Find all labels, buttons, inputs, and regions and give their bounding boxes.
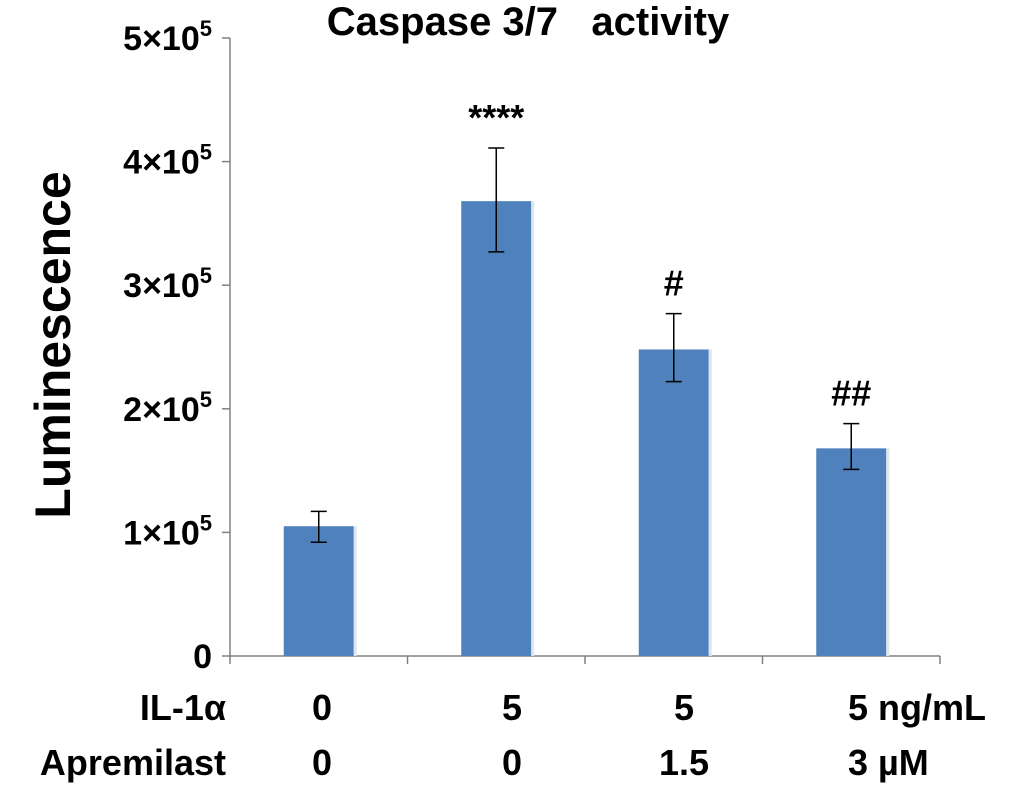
significance-label: ## xyxy=(831,373,871,414)
y-tick-label: 5×105 xyxy=(123,16,212,58)
y-tick-label: 3×105 xyxy=(123,263,212,305)
x-axis-ticks xyxy=(229,656,941,664)
bar xyxy=(283,526,354,656)
treatment-row-label: Apremilast xyxy=(40,742,226,783)
treatment-table: IL-1α 0 5 5 5 ng/mL Apremilast 0 0 1.5 3 µM xyxy=(40,687,986,783)
treatment-value: 1.5 xyxy=(659,742,709,783)
significance-label: **** xyxy=(468,97,524,138)
bar-shadow xyxy=(886,448,890,656)
treatment-value: 3 µM xyxy=(848,742,929,783)
treatment-value: 5 xyxy=(674,687,694,728)
bar xyxy=(461,201,532,657)
y-axis-label: Luminescence xyxy=(25,171,81,518)
y-tick-label: 1×105 xyxy=(123,510,212,552)
treatment-value: 0 xyxy=(312,742,332,783)
treatment-row-label: IL-1α xyxy=(140,687,226,728)
treatment-value: 5 xyxy=(502,687,522,728)
bar-shadow xyxy=(531,201,535,657)
significance-label: # xyxy=(664,263,684,304)
significance-annotations: ****### xyxy=(468,97,871,414)
chart-title: Caspase 3/7 activity xyxy=(327,0,730,44)
bar-shadow xyxy=(708,349,712,656)
y-tick-exponent: 5 xyxy=(200,510,212,535)
y-tick-exponent: 5 xyxy=(200,263,212,288)
treatment-value: 0 xyxy=(502,742,522,783)
bar-shadow xyxy=(353,526,357,656)
bar-series xyxy=(283,201,890,657)
bar xyxy=(816,448,887,656)
treatment-value: 5 ng/mL xyxy=(848,687,986,728)
y-tick-exponent: 5 xyxy=(200,140,212,165)
y-tick-label: 0 xyxy=(193,638,212,676)
y-tick-exponent: 5 xyxy=(200,387,212,412)
y-tick-exponent: 5 xyxy=(200,16,212,41)
treatment-value: 0 xyxy=(312,687,332,728)
y-tick-label: 2×105 xyxy=(123,387,212,429)
y-tick-label: 4×105 xyxy=(123,140,212,182)
y-axis-ticks: 0 1×105 2×105 3×105 4×105 5×105 xyxy=(123,16,230,676)
error-bars xyxy=(310,147,860,544)
bar xyxy=(638,349,709,656)
